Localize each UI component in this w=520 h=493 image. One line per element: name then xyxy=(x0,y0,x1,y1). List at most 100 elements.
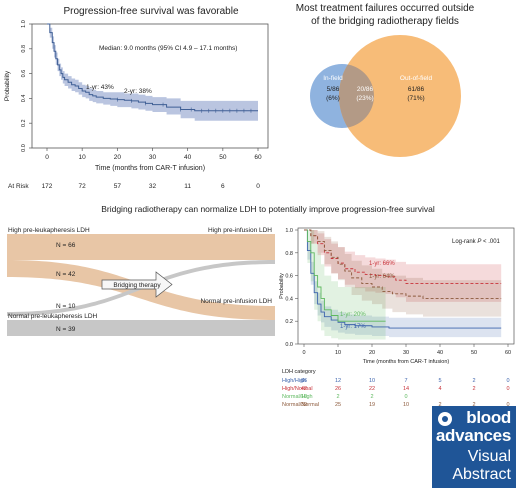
pfs-at-risk-value: 32 xyxy=(149,183,157,190)
pfs-x-tick-label: 0 xyxy=(45,154,49,161)
pfs-2yr-label: 2-yr: 38% xyxy=(124,88,152,95)
ldh-x-tick-label: 40 xyxy=(437,350,443,356)
ldh-y-tick-label: 0.6 xyxy=(285,274,293,280)
sankey-flow-high-high xyxy=(7,234,275,260)
ldh-y-tick-label: 0.4 xyxy=(285,296,293,302)
logo-line-blood: blood xyxy=(466,408,511,427)
ldh-y-tick-label: 0.0 xyxy=(285,342,293,348)
ldh-y-axis: 0.0 0.2 0.4 0.6 0.8 1.0 xyxy=(285,228,298,348)
blood-drop-icon xyxy=(438,412,452,426)
ldh-risk-value: 22 xyxy=(369,386,375,392)
pfs-x-tick-label: 60 xyxy=(254,154,262,161)
ldh-risk-value: 0 xyxy=(404,394,407,400)
venn-outfield-circle xyxy=(339,35,461,157)
pfs-y-tick-label: 0.2 xyxy=(21,119,27,127)
ldh-risk-row-name: Normal/Normal xyxy=(282,402,319,408)
pfs-censor-marks xyxy=(117,97,252,113)
ldh-risk-value: 0 xyxy=(506,402,509,408)
ldh-risk-row-name: Normal/High xyxy=(282,394,313,400)
ldh-risk-value: 39 xyxy=(301,402,307,408)
ldh-y-tick-label: 1.0 xyxy=(285,228,293,234)
venn-overlap-value: 20/86 xyxy=(357,86,374,93)
ldh-x-tick-label: 30 xyxy=(403,350,409,356)
sankey-left-top-label: High pre-leukapheresis LDH xyxy=(8,227,90,234)
ldh-risk-value: 14 xyxy=(403,386,409,392)
bridging-therapy-label: Bridging therapy xyxy=(113,282,161,289)
ldh-line-normal-normal xyxy=(304,229,502,299)
sankey-left-bottom-label: Normal pre-leukapheresis LDH xyxy=(8,313,98,320)
ldh-line-normal-high xyxy=(304,229,386,322)
pfs-at-risk-value: 72 xyxy=(79,183,87,190)
ldh-risk-value: 2 xyxy=(472,402,475,408)
ldh-high-high-1yr: 1-yr: 17% xyxy=(340,324,366,330)
ldh-y-tick-label: 0.2 xyxy=(285,319,293,325)
sankey-n-high-normal: N = 42 xyxy=(56,271,76,278)
ldh-risk-value: 5 xyxy=(438,378,441,384)
ldh-km-panel: 0 10 20 30 40 50 60 0.00.20.40.60.81.0 Time (m… xyxy=(279,227,515,408)
pfs-x-tick-label: 50 xyxy=(219,154,227,161)
sankey-flow-normal-normal xyxy=(7,320,275,336)
venn-infield-value: 5/86 xyxy=(327,86,340,93)
venn-outfield-pct: (71%) xyxy=(407,95,424,102)
ldh-risk-value: 2 xyxy=(438,402,441,408)
ldh-y-axis-label: Probability xyxy=(279,273,285,299)
pfs-y-tick-label: 0.6 xyxy=(21,70,27,78)
ldh-band-high-high xyxy=(304,230,502,338)
sankey-right-bottom-label: Normal pre-infusion LDH xyxy=(200,298,272,305)
ldh-risk-value: 4 xyxy=(438,386,441,392)
pfs-x-tick-label: 10 xyxy=(79,154,87,161)
ldh-risk-value: 0 xyxy=(506,386,509,392)
failures-heading-line2: of the bridging radiotherapy fields xyxy=(311,16,459,27)
pfs-survival-line xyxy=(47,23,258,112)
pfs-x-tick-label: 20 xyxy=(114,154,122,161)
ldh-risk-value: 66 xyxy=(301,378,307,384)
ldh-risk-table-title: LDH category xyxy=(282,369,316,375)
sankey-n-normal-normal: N = 39 xyxy=(56,326,76,333)
pfs-at-risk-value: 6 xyxy=(221,183,225,190)
pfs-1yr-label: 1-yr: 43% xyxy=(86,84,114,91)
venn-outfield-value: 61/86 xyxy=(408,86,425,93)
failures-heading-line1: Most treatment failures occurred outside xyxy=(296,3,475,14)
ldh-survival-lines xyxy=(304,229,502,329)
ldh-risk-value: 12 xyxy=(335,378,341,384)
pfs-y-tick-label: 0.4 xyxy=(21,95,27,103)
ldh-risk-value: 25 xyxy=(335,402,341,408)
ldh-risk-value: 10 xyxy=(369,378,375,384)
at-risk-label: At Risk xyxy=(8,183,29,190)
pfs-y-axis-label: Probability xyxy=(4,70,11,101)
ldh-x-tick-label: 50 xyxy=(471,350,477,356)
ldh-line-high-high xyxy=(304,229,502,329)
pfs-y-tick-label: 1.0 xyxy=(21,20,27,28)
ldh-risk-value: 19 xyxy=(369,402,375,408)
logo-line-abstract: Abstract xyxy=(452,466,511,483)
pfs-x-axis-label: Time (months from CAR-T infusion) xyxy=(95,165,205,172)
ldh-confidence-bands xyxy=(304,230,502,340)
pfs-at-risk-value: 172 xyxy=(42,183,53,190)
pfs-at-risk-row: 172 72 57 32 11 6 0 xyxy=(42,183,261,190)
ldh-x-tick-label: 20 xyxy=(369,350,375,356)
bridging-therapy-arrow xyxy=(101,271,173,298)
ldh-x-axis: 0 10 20 30 40 50 60 xyxy=(302,344,511,356)
blood-advances-logo: blood advances Visual Abstract xyxy=(432,406,516,488)
pfs-y-tick-label: 0.8 xyxy=(21,45,27,53)
ldh-x-tick-label: 10 xyxy=(335,350,341,356)
ldh-risk-value: 2 xyxy=(336,394,339,400)
ldh-risk-row-name: High/Normal xyxy=(282,386,313,392)
ldh-line-high-normal xyxy=(304,229,502,285)
pfs-panel: Progression-free survival was favorable … xyxy=(4,6,269,190)
pfs-at-risk-value: 0 xyxy=(256,183,260,190)
sankey-right-top-label: High pre-infusion LDH xyxy=(208,227,272,234)
pfs-x-tick-label: 30 xyxy=(149,154,157,161)
venn-infield-name: In-field xyxy=(323,75,343,82)
ldh-normal-normal-1yr: 1-yr: 64% xyxy=(369,274,395,280)
sankey-n-normal-high: N = 10 xyxy=(56,303,76,310)
pfs-at-risk-value: 57 xyxy=(114,183,122,190)
ldh-x-tick-label: 60 xyxy=(505,350,511,356)
ldh-risk-value: 2 xyxy=(472,386,475,392)
pfs-x-tick-label: 40 xyxy=(184,154,192,161)
ldh-risk-value: 10 xyxy=(403,402,409,408)
logo-line-advances: advances xyxy=(435,426,511,445)
pfs-heading: Progression-free survival was favorable xyxy=(63,6,239,17)
